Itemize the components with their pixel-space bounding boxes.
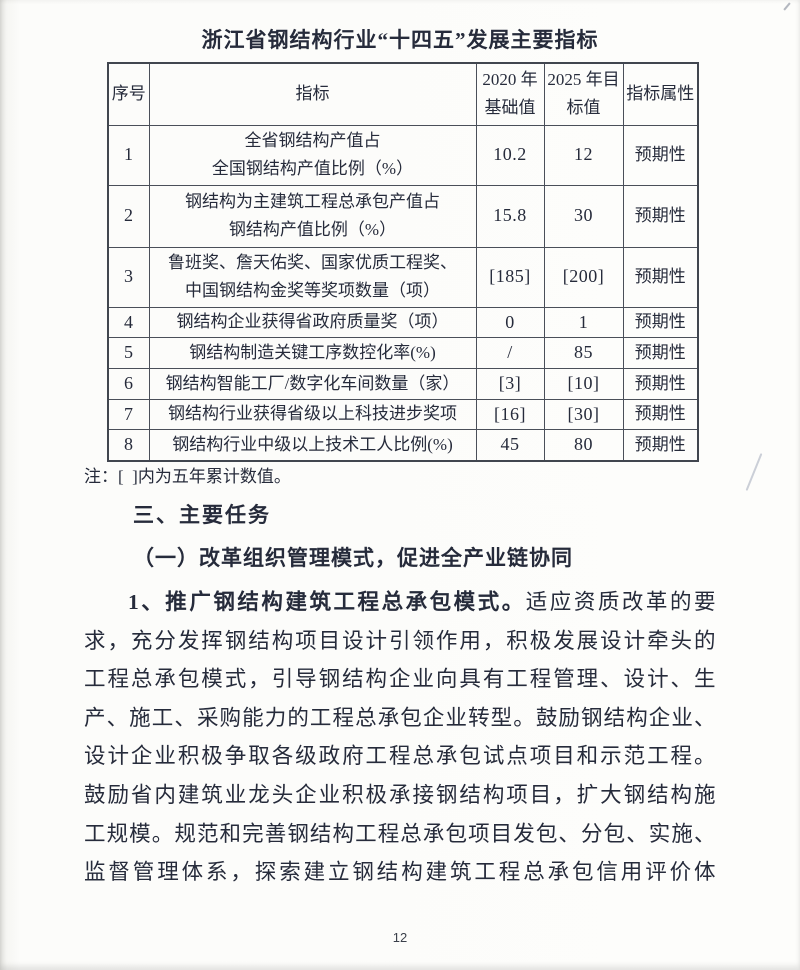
row-indicator: 钢结构智能工厂/数字化车间数量（家） (148, 367, 477, 400)
row-no: 3 (107, 246, 150, 308)
indicators-table: 序号 指标 2020 年 基础值 2025 年目 标值 指标属性 1 全省钢结构… (107, 62, 699, 462)
table-row: 1 全省钢结构产值占 全国钢结构产值比例（%） 10.2 12 预期性 (107, 124, 699, 186)
table-header-row: 序号 指标 2020 年 基础值 2025 年目 标值 指标属性 (107, 62, 699, 126)
table-row: 7 钢结构行业获得省级以上科技进步奖项 [16] [30] 预期性 (107, 398, 699, 431)
row-indicator: 钢结构制造关键工序数控化率(%) (148, 337, 477, 369)
paragraph-line: 监督管理体系，探索建立钢结构建筑工程总承包信用评价体 (84, 860, 716, 885)
page-number: 12 (392, 930, 408, 945)
row-no: 2 (107, 184, 150, 248)
row-no: 1 (107, 124, 150, 186)
row-2020-value: 45 (475, 429, 545, 462)
header-indicator: 指标 (148, 62, 477, 126)
row-2020-value: 0 (475, 306, 545, 339)
scan-corner-mark (783, 2, 791, 11)
row-attribute: 预期性 (622, 184, 699, 248)
row-2025-value: [200] (543, 246, 624, 308)
row-indicator: 钢结构行业中级以上技术工人比例(%) (148, 429, 477, 462)
row-indicator: 全省钢结构产值占 全国钢结构产值比例（%） (148, 124, 477, 186)
row-indicator: 钢结构为主建筑工程总承包产值占 钢结构产值比例（%） (148, 184, 477, 248)
section-heading: 三、主要任务 (133, 503, 271, 527)
header-2020-base: 2020 年 基础值 (475, 62, 545, 126)
header-attribute: 指标属性 (622, 62, 699, 126)
row-attribute: 预期性 (622, 124, 699, 186)
row-2020-value: 15.8 (475, 184, 545, 248)
header-2025-target: 2025 年目 标值 (543, 62, 624, 126)
paragraph-line: 设计企业积极争取各级政府工程总承包试点项目和示范工程。 (84, 744, 716, 769)
row-attribute: 预期性 (622, 367, 699, 400)
row-attribute: 预期性 (622, 398, 699, 431)
row-no: 6 (107, 367, 150, 400)
row-no: 5 (107, 337, 150, 369)
paragraph-line: 工规模。规范和完善钢结构工程总承包项目发包、分包、实施、 (84, 821, 716, 846)
row-2020-value: [185] (475, 246, 545, 308)
row-attribute: 预期性 (622, 306, 699, 339)
row-attribute: 预期性 (622, 429, 699, 462)
row-2025-value: 12 (543, 124, 624, 186)
row-2020-value: / (475, 337, 545, 369)
row-2025-value: 30 (543, 184, 624, 248)
row-2025-value: [10] (543, 367, 624, 400)
row-2020-value: 10.2 (475, 124, 545, 186)
table-footnote: 注：[ ]内为五年累计数值。 (84, 467, 291, 486)
paragraph-line: 工程总承包模式，引导钢结构企业向具有工程管理、设计、生 (84, 667, 716, 692)
row-attribute: 预期性 (622, 337, 699, 369)
table-row: 5 钢结构制造关键工序数控化率(%) / 85 预期性 (107, 337, 699, 369)
row-no: 4 (107, 306, 150, 339)
row-2025-value: 80 (543, 429, 624, 462)
paragraph-line-text: 适应资质改革的要 (525, 590, 716, 614)
row-indicator: 鲁班奖、詹天佑奖、国家优质工程奖、 中国钢结构金奖等奖项数量（项） (148, 246, 477, 308)
row-2020-value: [16] (475, 398, 545, 431)
table-row: 8 钢结构行业中级以上技术工人比例(%) 45 80 预期性 (107, 429, 699, 462)
header-no: 序号 (107, 62, 150, 126)
row-no: 8 (107, 429, 150, 462)
body-paragraph: 1、推广钢结构建筑工程总承包模式。适应资质改革的要 求，充分发挥钢结构项目设计引… (84, 583, 716, 892)
table-row: 3 鲁班奖、詹天佑奖、国家优质工程奖、 中国钢结构金奖等奖项数量（项） [185… (107, 246, 699, 308)
row-2025-value: 85 (543, 337, 624, 369)
row-indicator: 钢结构企业获得省政府质量奖（项） (148, 306, 477, 339)
row-indicator: 钢结构行业获得省级以上科技进步奖项 (148, 398, 477, 431)
row-no: 7 (107, 398, 150, 431)
row-2025-value: 1 (543, 306, 624, 339)
table-row: 6 钢结构智能工厂/数字化车间数量（家） [3] [10] 预期性 (107, 367, 699, 400)
table-title: 浙江省钢结构行业“十四五”发展主要指标 (201, 28, 599, 52)
paragraph-lead: 1、推广钢结构建筑工程总承包模式。 (128, 590, 526, 614)
paragraph-line: 1、推广钢结构建筑工程总承包模式。适应资质改革的要 (84, 583, 716, 622)
table-row: 2 钢结构为主建筑工程总承包产值占 钢结构产值比例（%） 15.8 30 预期性 (107, 184, 699, 248)
row-2025-value: [30] (543, 398, 624, 431)
table-row: 4 钢结构企业获得省政府质量奖（项） 0 1 预期性 (107, 306, 699, 339)
row-attribute: 预期性 (622, 246, 699, 308)
subsection-heading: （一）改革组织管理模式，促进全产业链协同 (133, 546, 573, 570)
paragraph-line: 产、施工、采购能力的工程总承包企业转型。鼓励钢结构企业、 (84, 705, 716, 730)
paragraph-line: 鼓励省内建筑业龙头企业积极承接钢结构项目，扩大钢结构施 (84, 782, 716, 807)
pen-scratch-mark (745, 453, 763, 491)
row-2020-value: [3] (475, 367, 545, 400)
paragraph-line: 求，充分发挥钢结构项目设计引领作用，积极发展设计牵头的 (84, 628, 716, 653)
